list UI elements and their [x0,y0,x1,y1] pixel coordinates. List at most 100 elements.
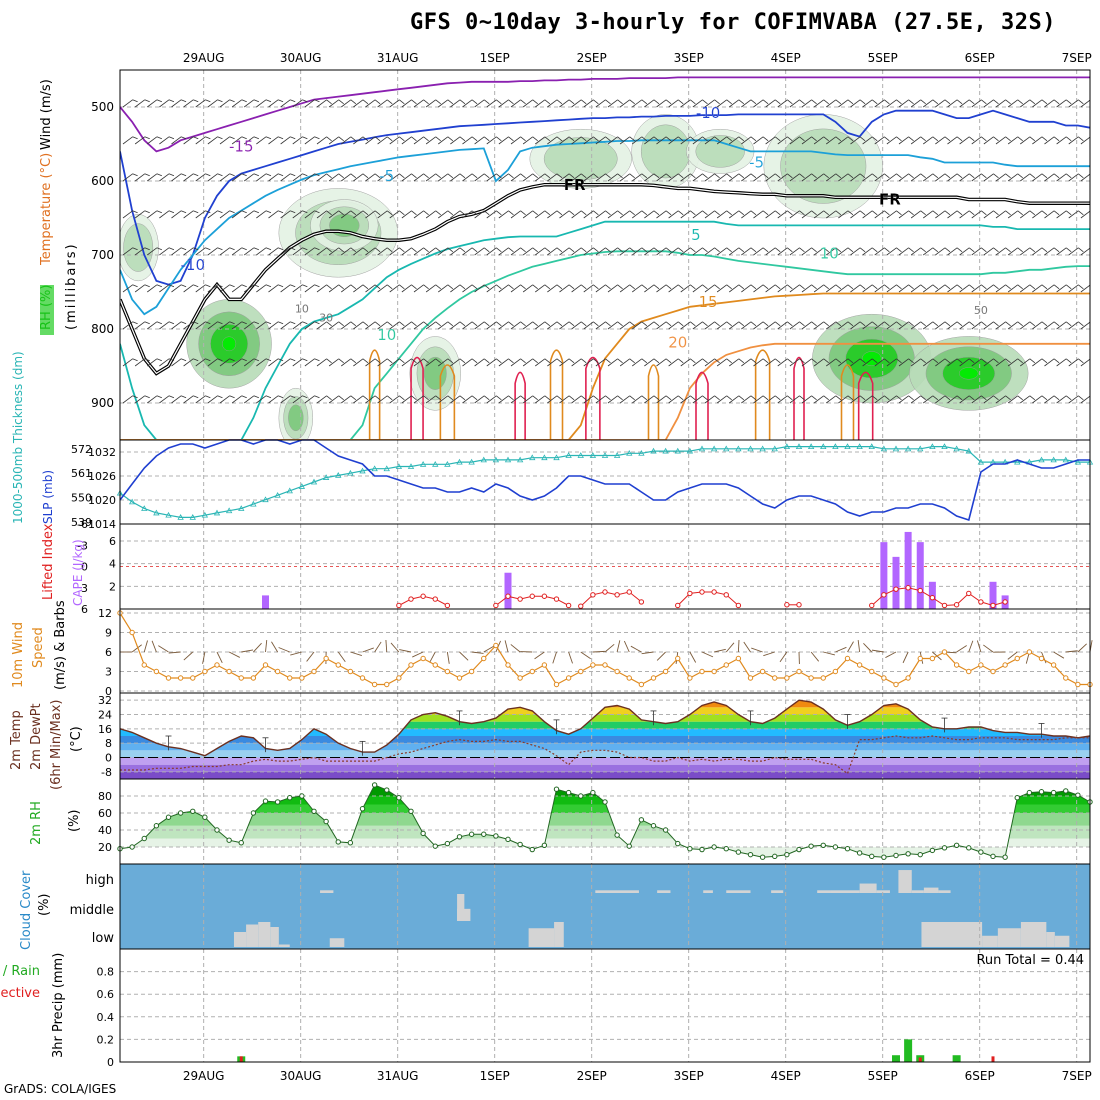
wind-barb-flag [847,395,854,401]
thickness-marker [868,443,875,450]
wind-barb [607,210,618,219]
wind-barb-flag [193,136,199,140]
wind-barb [389,247,400,256]
wind-barb-flag [823,173,829,179]
wind-barb [947,321,958,330]
ylabel-temperature: Temperature (°C) [39,153,54,266]
wind-speed-point [917,655,923,662]
wind-barb [947,173,958,182]
wind-barb [256,395,267,404]
wind-barb-10m [616,640,621,653]
wind-barb-flag [302,99,308,103]
wind-barb [244,321,255,330]
wind-barb-10m [216,651,223,663]
wind-barb [910,395,921,404]
wind-barb [231,136,242,145]
wind-barb-flag [314,321,320,325]
temperature-band [120,714,1090,722]
y-tick-cape-6: 6 [109,535,116,548]
wind-barb [656,99,667,108]
wind-barb-flag [326,358,332,364]
wind-barb [692,395,703,404]
wind-barb [595,247,606,256]
y-tick-rh-80: 80 [98,790,112,803]
rh-point [832,844,839,850]
wind-barb-flag [1041,99,1048,105]
wind-barb-10m [623,640,630,653]
wind-barb-flag [1053,284,1060,290]
cape-bar [904,531,912,609]
wind-barb [571,99,582,108]
wind-barb-flag [787,395,793,401]
wind-barb [292,321,303,330]
wind-barb-flag [762,136,769,142]
wind-barb-flag [132,321,138,325]
wind-barb-flag [641,210,648,216]
wind-barb-flag [144,99,150,103]
wind-barb [413,136,424,145]
wind-barb [680,395,691,404]
wind-barb-flag [1065,358,1072,364]
lifted-index-point [638,599,645,605]
wind-barb-flag [1065,247,1072,253]
wind-barb-flag [884,358,890,364]
wind-barb-flag [920,395,926,401]
rh-point [990,853,996,860]
wind-barb [644,173,655,182]
wind-barb [522,395,533,404]
wind-barb-flag [229,321,235,325]
wind-speed-point [493,642,499,649]
lifted-index-point [493,602,499,609]
wind-barb [413,321,424,330]
wind-barb [159,284,170,293]
rh-point [468,831,475,837]
thickness-marker [807,443,815,450]
wind-barb [813,210,824,219]
wind-barb-flag [180,321,187,325]
thickness-marker [298,483,306,489]
wind-barb [1032,210,1043,219]
wind-barb [983,321,994,330]
wind-barb-flag [471,358,478,364]
wind-barb [401,321,412,330]
wind-barb [971,210,982,219]
wind-barb [898,395,909,404]
lifted-index-point [529,593,535,599]
wind-barb [328,136,339,145]
wind-barb [171,284,182,293]
wind-barb [753,210,764,219]
wind-barb [1093,285,1100,292]
wind-barb-10m [751,647,763,653]
wind-barb-flag [459,173,466,179]
wind-barb-flag [884,210,890,216]
wind-barb [159,321,170,330]
y-tick-wind-6: 6 [105,646,112,659]
wind-speed-point [505,662,511,668]
wind-barb-flag [823,284,829,290]
wind-barb-flag [423,321,429,327]
wind-barb [256,284,267,293]
wind-barb [195,136,206,145]
wind-barb-flag [702,395,708,401]
wind-barb-flag [605,358,611,364]
wind-barb [401,210,412,219]
wind-barb-flag [835,210,842,216]
lifted-index-point [735,602,742,609]
wind-barb-flag [132,210,138,214]
wind-barb-flag [1041,284,1048,290]
wind-barb [401,173,412,182]
wind-barb [231,321,242,330]
wind-barb-10m [390,642,400,653]
wind-barb [595,321,606,330]
wind-barb [316,210,327,219]
wind-barb-flag [932,173,939,179]
wind-barb [729,395,740,404]
wind-barb [716,321,727,330]
wind-barb [874,321,885,330]
wind-barb-flag [217,321,223,325]
wind-barb-flag [896,136,902,142]
wind-barb [692,321,703,330]
wind-barb [559,173,570,182]
wind-barb [680,284,691,293]
wind-barb-flag [1053,210,1060,216]
